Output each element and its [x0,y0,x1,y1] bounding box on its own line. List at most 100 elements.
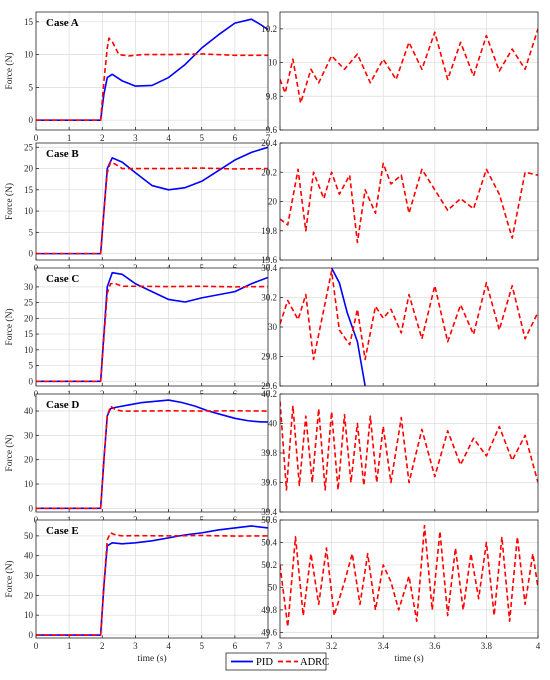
y-tick-label: 0 [29,503,34,513]
y-tick-label: 40.2 [261,389,277,399]
pid-series-line [330,268,366,386]
plot-area [36,268,268,386]
legend: PID ADRC [225,652,329,671]
y-tick-label: 20 [24,164,34,174]
x-axis-label: time (s) [394,653,423,664]
subplot-4: 19.6 19.8 20 20.2 20.4 [261,138,539,265]
y-tick-label: 50.6 [261,515,277,525]
y-tick-label: 20 [24,313,34,323]
y-tick-label: 30.4 [261,263,277,273]
y-tick-label: 5 [29,361,34,371]
y-tick-label: 50.2 [261,560,277,570]
y-tick-label: 20.2 [261,167,277,177]
x-tick-label: 2 [100,133,105,143]
y-axis-label: Force (N) [4,434,15,471]
adrc-series-line [36,282,268,383]
adrc-series-line [280,162,538,244]
case-label: Case C [46,273,79,285]
x-tick-label: 3 [278,641,283,651]
x-tick-label: 3.2 [326,641,337,651]
y-tick-label: 25 [24,298,34,308]
y-tick-label: 30 [24,282,34,292]
legend-pid-label: PID [256,657,273,668]
x-tick-label: 3 [133,133,138,143]
x-tick-label: 5 [199,133,204,143]
y-tick-label: 0 [29,115,34,125]
adrc-series-line [36,532,268,636]
y-tick-label: 50.4 [261,537,277,547]
adrc-series-line [36,405,268,510]
plot-area [36,520,268,638]
x-tick-label: 4 [166,133,171,143]
y-axis-label: Force (N) [4,52,15,89]
x-tick-label: 3.8 [481,641,493,651]
x-tick-label: 7 [266,641,271,651]
case-label: Case A [46,17,79,29]
subplot-2: 9.6 9.8 10 10.2 [261,11,539,135]
legend-box [225,652,327,671]
y-tick-label: 30 [268,322,278,332]
y-tick-label: 15 [24,185,34,195]
y-tick-label: 40 [24,406,34,416]
x-tick-label: 6 [233,133,238,143]
y-tick-label: 0 [29,249,34,259]
x-tick-label: 5 [199,641,204,651]
y-tick-label: 49.8 [261,605,277,615]
axes-frame [35,142,269,261]
axes-frame [279,519,539,639]
y-axis-label: Force (N) [4,560,15,597]
y-axis-label: Force (N) [4,183,15,220]
y-tick-label: 10.2 [261,24,277,34]
x-tick-label: 1 [67,641,72,651]
y-tick-label: 30 [24,430,34,440]
adrc-series-line [36,161,268,255]
y-tick-label: 40 [24,551,34,561]
axes-frame [279,11,539,131]
adrc-series-line [280,401,538,491]
y-tick-label: 39.4 [261,507,277,517]
axes-frame [35,393,269,513]
y-tick-label: 10 [24,610,34,620]
pid-series-line [36,399,268,510]
plot-area [36,143,268,260]
y-tick-label: 29.6 [261,381,277,391]
x-tick-label: 6 [233,641,238,651]
case-label: Case B [46,148,79,160]
case-label: Case E [46,525,79,537]
y-tick-label: 39.6 [261,478,277,488]
y-tick-label: 50 [24,531,34,541]
y-tick-label: 50 [268,582,278,592]
subplot-10: 3 3.2 3.4 3.6 3.8 4 49.6 49.8 50 50.2 50.4 50.6 time… [261,515,541,664]
x-tick-label: 3.6 [429,641,441,651]
pid-series-line [36,525,268,636]
x-tick-label: 4 [536,641,541,651]
axes-frame [35,519,269,639]
axes-frame [35,267,269,387]
y-tick-label: 20.4 [261,138,277,148]
y-tick-label: 10 [24,206,34,216]
pid-series-line [36,271,268,383]
axes-frame [279,142,539,261]
y-tick-label: 25 [24,142,34,152]
legend-adrc-label: ADRC [300,657,329,668]
subplot-9: 0 1 2 3 4 5 6 7 0 10 20 30 40 50 Case E Force (N) time (… [4,519,271,664]
y-tick-label: 40 [268,419,278,429]
x-tick-label: 3.4 [378,641,390,651]
x-tick-label: 0 [34,133,39,143]
plot-area [36,12,268,130]
x-tick-label: 7 [266,133,271,143]
adrc-series-line [36,37,268,121]
y-tick-label: 10 [268,58,278,68]
y-tick-label: 10 [24,345,34,355]
y-tick-label: 20 [24,590,34,600]
y-tick-label: 19.6 [261,255,277,265]
y-tick-label: 5 [29,82,34,92]
subplot-6: 29.6 29.8 30 30.2 30.4 [261,263,539,391]
y-tick-label: 30.2 [261,293,277,303]
pid-series-line [36,18,268,121]
y-tick-label: 29.8 [261,352,277,362]
y-tick-label: 0 [29,376,34,386]
